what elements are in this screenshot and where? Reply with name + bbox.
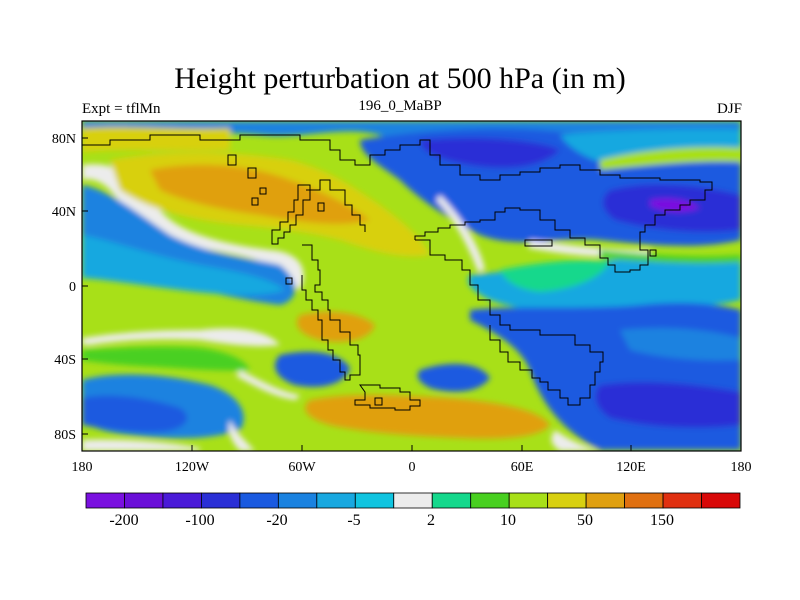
colorbar-label: -200 bbox=[109, 512, 138, 529]
colorbar-box bbox=[354, 492, 395, 509]
lon-label-60w: 60W bbox=[288, 460, 316, 475]
time-label: 196_0_MaBP bbox=[358, 98, 442, 114]
colorbar-label: 50 bbox=[577, 512, 593, 529]
lat-label-80n: 80N bbox=[52, 132, 76, 147]
colorbar-box bbox=[547, 492, 587, 509]
colorbar-labels: -200 -100 -20 -5 2 10 50 150 bbox=[109, 512, 674, 529]
colorbar-box bbox=[201, 492, 241, 509]
chart-title: Height perturbation at 500 hPa (in m) bbox=[174, 62, 626, 95]
colorbar-box bbox=[431, 492, 472, 509]
colorbar-label: 150 bbox=[650, 512, 674, 529]
lon-label-120w: 120W bbox=[175, 460, 210, 475]
lon-label-180e: 180 bbox=[731, 460, 752, 475]
lon-label-180w: 180 bbox=[72, 460, 93, 475]
lat-label-80s: 80S bbox=[54, 428, 76, 443]
colorbar-box bbox=[701, 492, 741, 509]
colorbar-box bbox=[508, 492, 549, 509]
season-label: DJF bbox=[716, 101, 742, 117]
lat-label-0: 0 bbox=[69, 280, 76, 295]
colorbar-box bbox=[470, 492, 510, 509]
lon-label-0: 0 bbox=[409, 460, 416, 475]
lon-label-120e: 120E bbox=[616, 460, 646, 475]
contour-field bbox=[82, 121, 741, 451]
lat-label-40s: 40S bbox=[54, 353, 76, 368]
colorbar-box bbox=[124, 492, 164, 509]
latitude-labels: 80N 40N 0 40S 80S bbox=[52, 132, 76, 443]
colorbar-label: -5 bbox=[347, 512, 360, 529]
tick-marks bbox=[81, 137, 742, 451]
colorbar-label: 2 bbox=[427, 512, 435, 529]
colorbar-box bbox=[239, 492, 279, 509]
colorbar-box bbox=[85, 492, 125, 509]
colorbar-label: -20 bbox=[266, 512, 287, 529]
lon-label-60e: 60E bbox=[511, 460, 534, 475]
coastlines bbox=[82, 134, 713, 411]
experiment-label: Expt = tflMn bbox=[82, 101, 161, 117]
colorbar-box bbox=[162, 492, 202, 509]
colorbar-box bbox=[393, 492, 433, 509]
colorbar-label: 10 bbox=[500, 512, 516, 529]
colorbar bbox=[85, 492, 741, 509]
longitude-labels: 180 120W 60W 0 60E 120E 180 bbox=[72, 460, 752, 475]
colorbar-box bbox=[624, 492, 664, 509]
colorbar-label: -100 bbox=[185, 512, 214, 529]
colorbar-box bbox=[277, 492, 318, 509]
colorbar-box bbox=[316, 492, 356, 509]
colorbar-box bbox=[585, 492, 625, 509]
lat-label-40n: 40N bbox=[52, 205, 76, 220]
colorbar-box bbox=[662, 492, 702, 509]
